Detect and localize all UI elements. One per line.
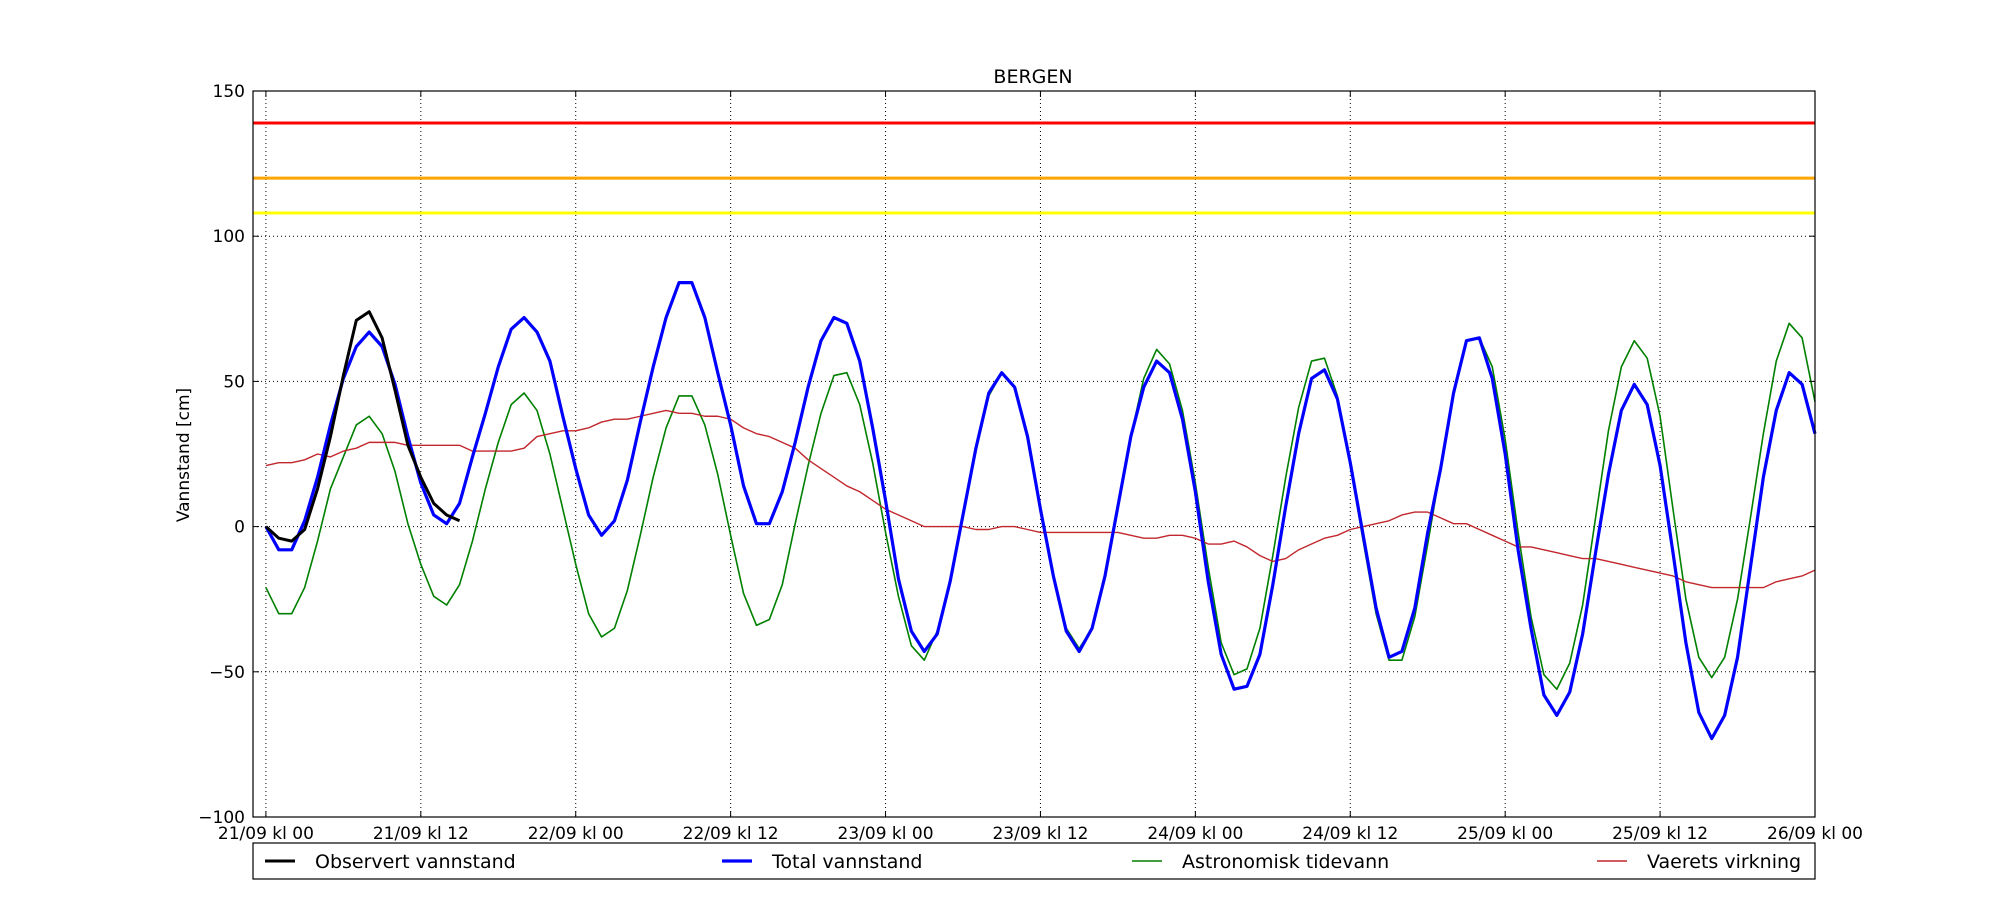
plot-area-frame <box>252 90 1816 818</box>
y-tick-label: 150 <box>213 82 245 102</box>
series-line-3 <box>265 409 1816 589</box>
series-lines <box>264 281 1817 741</box>
legend-label: Observert vannstand <box>315 851 516 873</box>
y-tick-label: 100 <box>213 227 245 247</box>
legend: Observert vannstand Total vannstand Astron… <box>252 842 1816 880</box>
x-tick-label: 25/09 kl 12 <box>1612 824 1708 844</box>
legend-label: Vaerets virkning <box>1647 851 1801 873</box>
y-tick-label: 0 <box>234 518 245 538</box>
x-tick-label: 26/09 kl 00 <box>1767 824 1863 844</box>
x-axis-ticks: 21/09 kl 00 21/09 kl 12 22/09 kl 00 22/09 k… <box>218 91 1863 844</box>
x-tick-label: 21/09 kl 00 <box>218 824 314 844</box>
x-tick-label: 24/09 kl 12 <box>1302 824 1398 844</box>
y-tick-label: 50 <box>223 372 245 392</box>
y-axis-label: Vannstand [cm] <box>174 388 194 522</box>
x-tick-label: 22/09 kl 12 <box>683 824 779 844</box>
y-tick-label: −100 <box>198 808 245 828</box>
x-tick-label: 21/09 kl 12 <box>373 824 469 844</box>
chart-title: BERGEN <box>993 66 1072 88</box>
x-tick-label: 23/09 kl 12 <box>992 824 1088 844</box>
legend-label: Total vannstand <box>771 851 922 873</box>
grid-lines <box>253 91 1815 817</box>
x-tick-label: 25/09 kl 00 <box>1457 824 1553 844</box>
x-tick-label: 23/09 kl 00 <box>838 824 934 844</box>
y-axis-ticks: −100 −50 0 50 100 150 <box>198 82 1815 828</box>
legend-label: Astronomisk tidevann <box>1182 851 1389 873</box>
threshold-lines <box>253 121 1815 215</box>
x-tick-label: 22/09 kl 00 <box>528 824 624 844</box>
series-line-1 <box>264 281 1817 741</box>
series-line-0 <box>264 310 461 543</box>
y-tick-label: −50 <box>209 663 245 683</box>
legend-box <box>252 842 1816 880</box>
x-tick-label: 24/09 kl 00 <box>1147 824 1243 844</box>
